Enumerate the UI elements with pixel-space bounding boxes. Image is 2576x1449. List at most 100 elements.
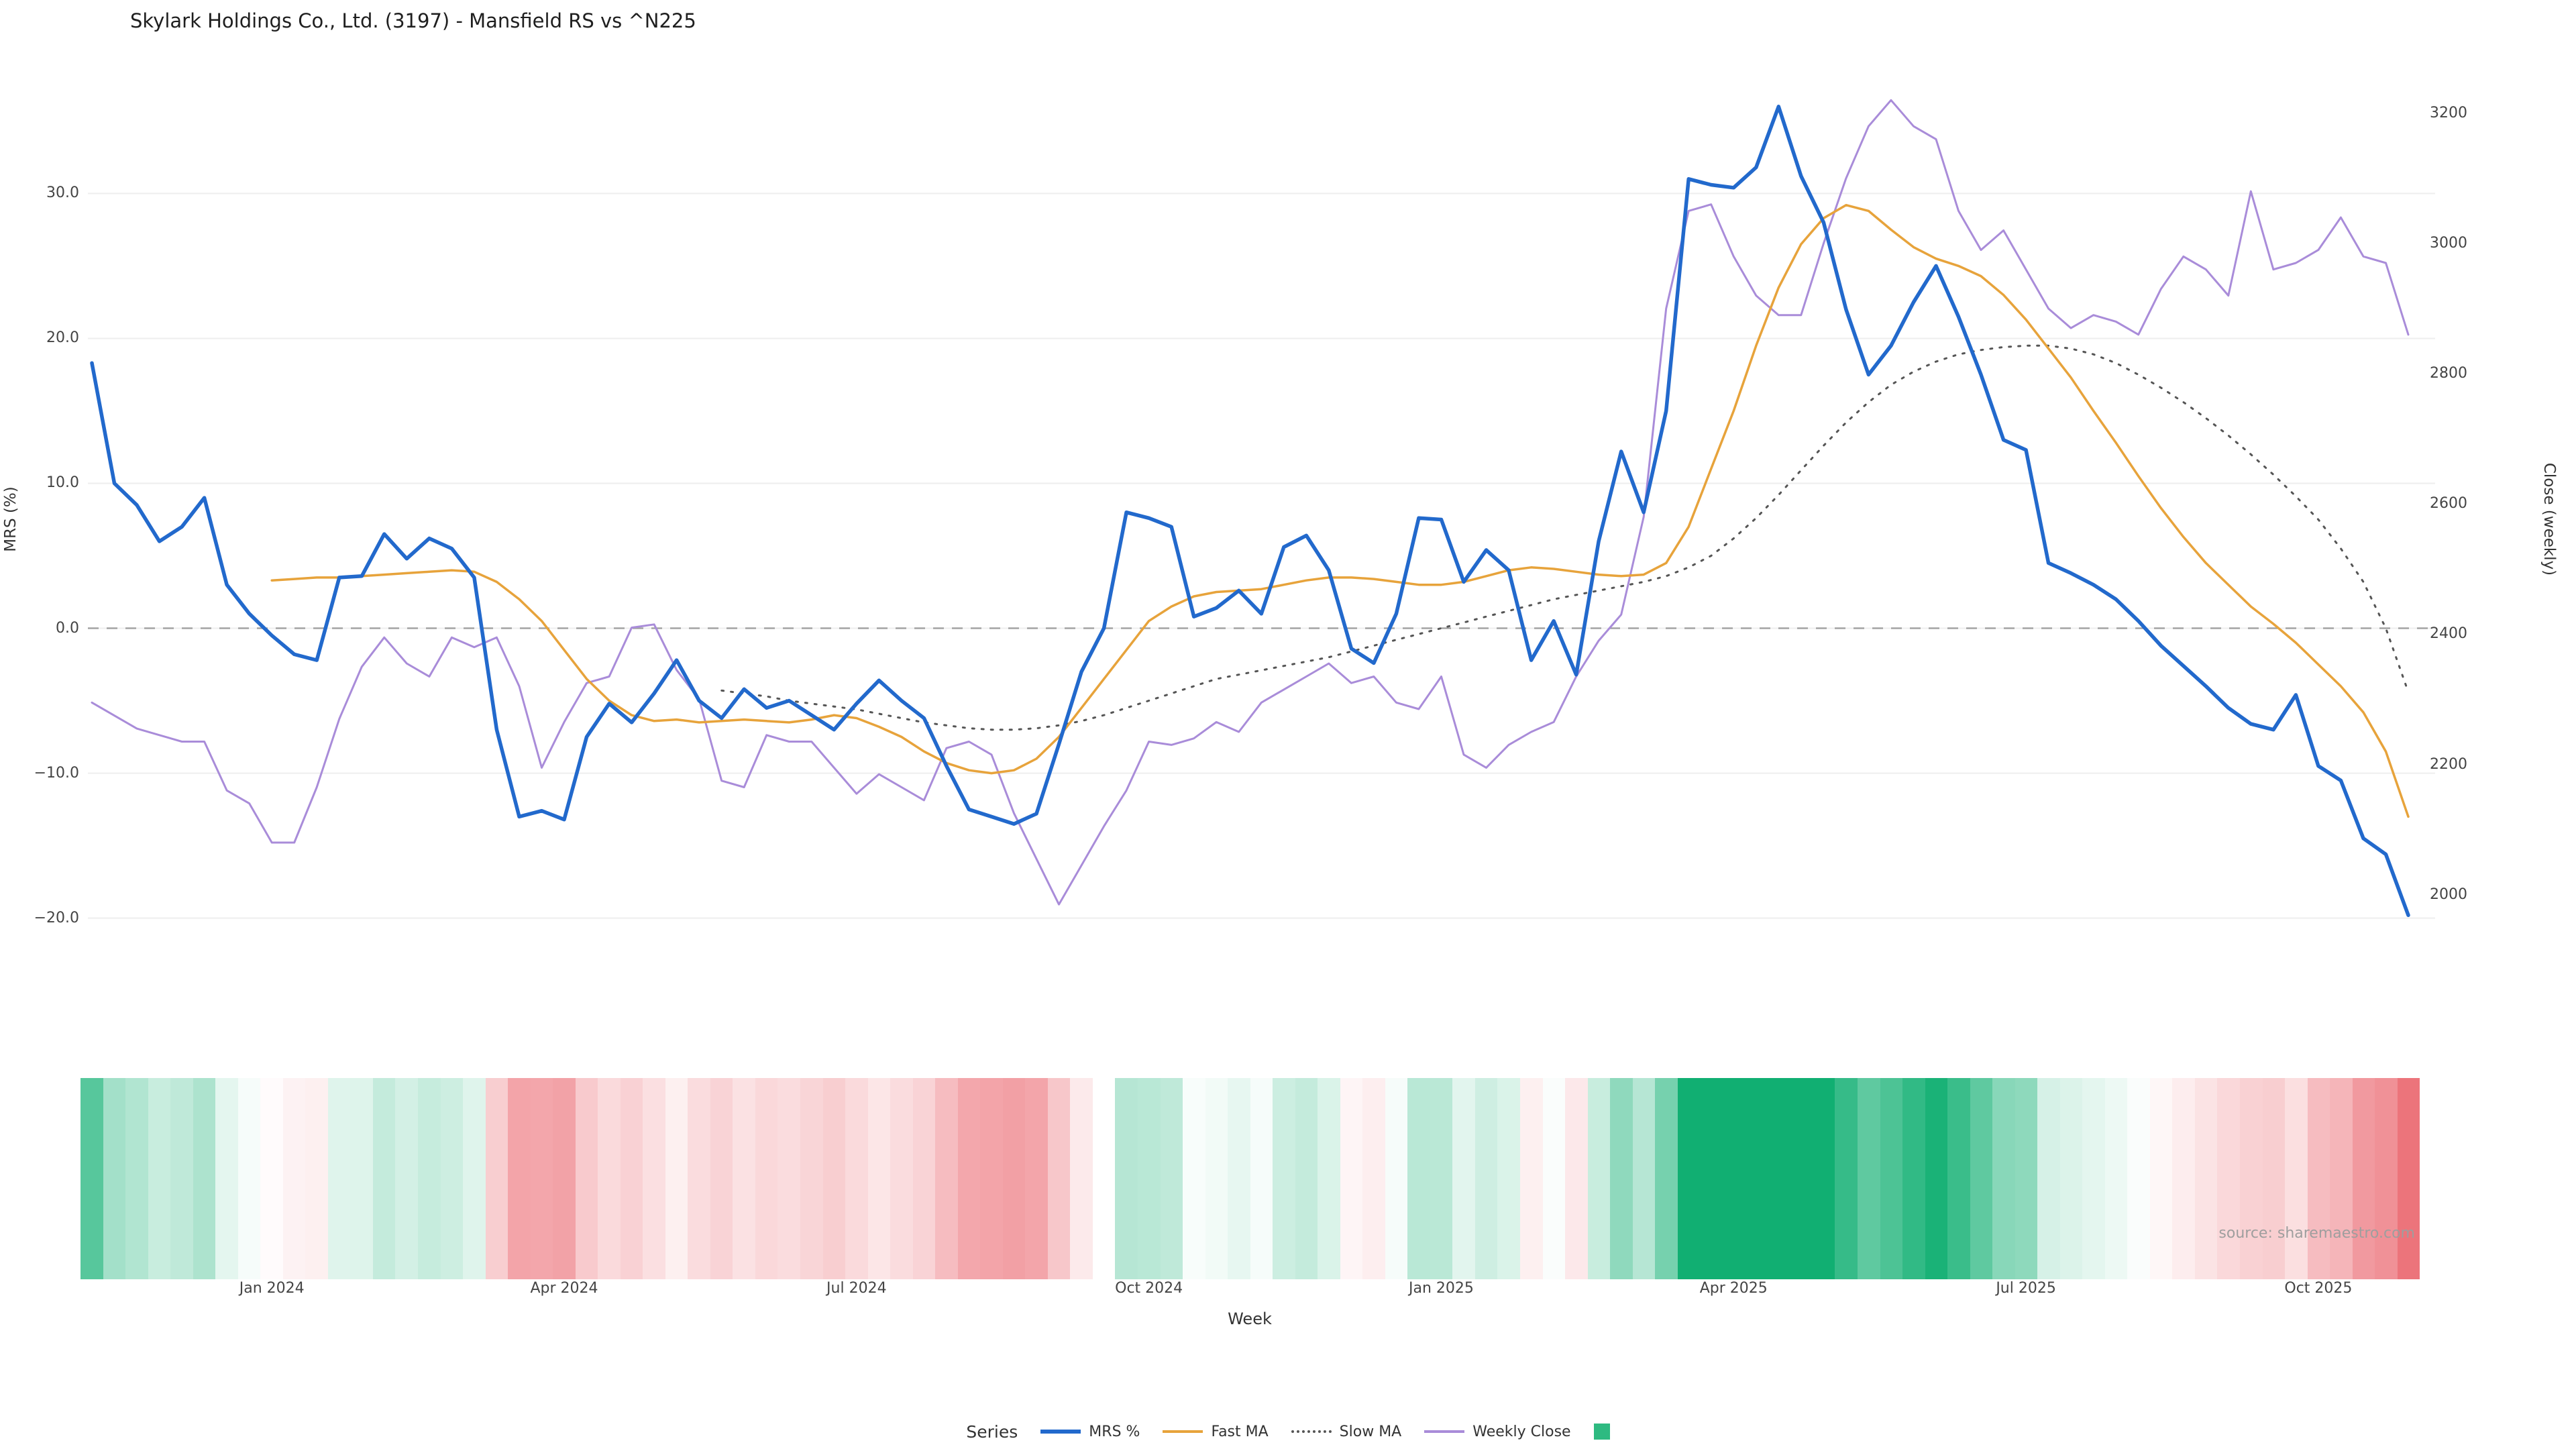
series-line-fast-ma (270, 203, 2410, 818)
heatmap-cell (1722, 1078, 1746, 1279)
heatmap-cell (1250, 1078, 1273, 1279)
heatmap-cell (1070, 1078, 1093, 1279)
y-left-tick-label: 30.0 (46, 184, 79, 202)
heatmap-cell (1295, 1078, 1318, 1279)
heatmap-cell (2240, 1078, 2263, 1279)
legend-label-weekly-close: Weekly Close (1472, 1423, 1571, 1440)
heatmap-cell (1115, 1078, 1138, 1279)
heatmap-cell (125, 1078, 148, 1279)
legend-item-mrs-: MRS % (1040, 1424, 1140, 1440)
heatmap-cell (2127, 1078, 2150, 1279)
heatmap-cell (305, 1078, 328, 1279)
heatmap-cell (2149, 1078, 2173, 1279)
heatmap-cell (1970, 1078, 1993, 1279)
legend-swatch-slow-ma (1291, 1430, 1332, 1433)
heatmap-cell (1318, 1078, 1340, 1279)
legend-swatch-weekly-close (1424, 1430, 1465, 1433)
x-tick-label: Jan 2025 (1409, 1280, 1474, 1297)
heatmap-cell (665, 1078, 688, 1279)
heatmap-cell (350, 1078, 373, 1279)
legend-label-mrs-: MRS % (1089, 1423, 1140, 1440)
source-attribution: source: sharemaestro.com (2218, 1225, 2415, 1242)
heatmap-cell (2285, 1078, 2308, 1279)
heatmap-cell (2172, 1078, 2195, 1279)
legend-swatch-heatmap-swatch (1593, 1424, 1610, 1440)
x-tick-label: Apr 2024 (530, 1280, 598, 1297)
heatmap-cell (1407, 1078, 1430, 1279)
x-tick-label: Oct 2025 (2284, 1280, 2353, 1297)
heatmap-cell (282, 1078, 306, 1279)
y-left-tick-label: 10.0 (46, 474, 79, 492)
heatmap-cell (620, 1078, 643, 1279)
heatmap-cell (2194, 1078, 2218, 1279)
legend: Series MRS % Fast MA Slow MA Weekly Close (0, 1418, 2576, 1445)
heatmap-cell (2397, 1078, 2420, 1279)
series-line-slow-ma (720, 344, 2410, 731)
y-right-tick-label: 2600 (2430, 495, 2467, 513)
heatmap-cell (957, 1078, 981, 1279)
heatmap-cell (1002, 1078, 1026, 1279)
heatmap-cell (440, 1078, 464, 1279)
heatmap-cell (1160, 1078, 1183, 1279)
legend-swatch-fast-ma (1163, 1430, 1203, 1433)
heatmap-cell (193, 1078, 216, 1279)
heatmap-cell (215, 1078, 238, 1279)
heatmap-cell (1610, 1078, 1633, 1279)
heatmap-cell (103, 1078, 126, 1279)
y-left-tick-label: 0.0 (56, 619, 79, 637)
y-right-tick-label: 2000 (2430, 885, 2467, 903)
heatmap-cell (800, 1078, 823, 1279)
series-line-mrs- (90, 105, 2410, 918)
y-axis-right-label: Close (weekly) (2540, 462, 2558, 576)
heatmap-cell (1385, 1078, 1408, 1279)
heatmap-cell (1137, 1078, 1161, 1279)
heatmap-cell (2330, 1078, 2353, 1279)
heatmap-cell (1205, 1078, 1228, 1279)
heatmap-cell (575, 1078, 598, 1279)
heatmap-cell (1474, 1078, 1498, 1279)
heatmap-cell (1497, 1078, 1520, 1279)
heatmap-cell (1655, 1078, 1678, 1279)
y-right-tick-label: 2800 (2430, 365, 2467, 382)
heatmap-cell (2307, 1078, 2330, 1279)
y-axis-left-label: MRS (%) (2, 486, 19, 552)
heatmap-cell (2375, 1078, 2398, 1279)
heatmap-cell (1228, 1078, 1250, 1279)
heatmap-cell (553, 1078, 576, 1279)
heatmap-cell (1542, 1078, 1566, 1279)
heatmap-cell (1632, 1078, 1656, 1279)
chart-title: Skylark Holdings Co., Ltd. (3197) - Mans… (130, 9, 696, 32)
legend-item-heatmap-swatch (1593, 1424, 1610, 1440)
heatmap-cell (1812, 1078, 1835, 1279)
heatmap-cell (1430, 1078, 1453, 1279)
heatmap-cell (2217, 1078, 2240, 1279)
y-right-tick-label: 3000 (2430, 234, 2467, 252)
mrs-heatmap-strip (80, 1078, 2420, 1279)
heatmap-cell (1767, 1078, 1790, 1279)
y-right-tick-label: 2400 (2430, 625, 2467, 643)
legend-item-weekly-close: Weekly Close (1424, 1423, 1571, 1440)
heatmap-cell (2262, 1078, 2286, 1279)
heatmap-cell (2082, 1078, 2105, 1279)
y-left-tick-label: −20.0 (34, 909, 79, 926)
heatmap-cell (1835, 1078, 1858, 1279)
heatmap-cell (1677, 1078, 1701, 1279)
heatmap-cell (1452, 1078, 1475, 1279)
heatmap-cell (1273, 1078, 1295, 1279)
heatmap-cell (1183, 1078, 1205, 1279)
heatmap-cell (395, 1078, 418, 1279)
heatmap-cell (2015, 1078, 2038, 1279)
heatmap-cell (912, 1078, 936, 1279)
heatmap-cell (1745, 1078, 1768, 1279)
legend-label-slow-ma: Slow MA (1339, 1423, 1402, 1440)
y-left-tick-label: −10.0 (34, 764, 79, 782)
heatmap-cell (2059, 1078, 2083, 1279)
y-right-tick-label: 3200 (2430, 104, 2467, 121)
heatmap-cell (822, 1078, 846, 1279)
heatmap-cell (1857, 1078, 1880, 1279)
legend-title: Series (966, 1421, 1018, 1442)
heatmap-cell (1947, 1078, 1970, 1279)
heatmap-cell (1700, 1078, 1723, 1279)
